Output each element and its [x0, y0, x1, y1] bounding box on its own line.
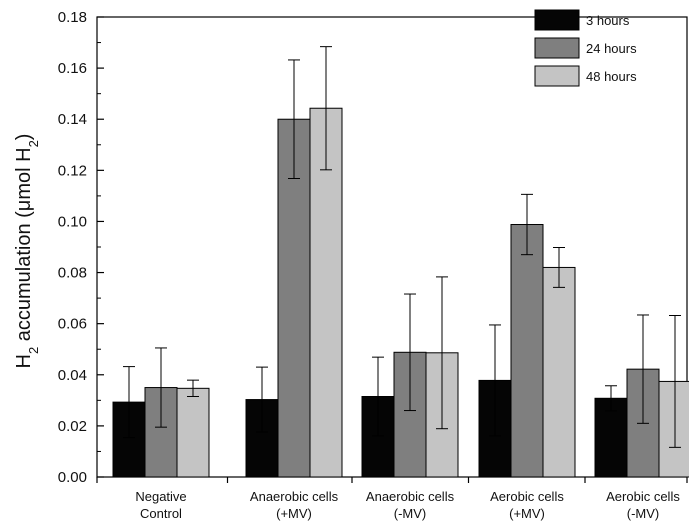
- error-bar: [436, 276, 448, 430]
- bar: [594, 397, 628, 478]
- y-axis-title-part: 2: [26, 140, 41, 147]
- error-bars-layer: [123, 46, 681, 448]
- error-bar: [256, 366, 268, 433]
- legend-swatch: [534, 37, 580, 59]
- bar: [176, 387, 210, 478]
- bars-layer: [112, 107, 689, 478]
- y-axis: 0.00 0.02 0.04 0.06 0.08 0.10 0.12 0.14 0.16 0.18: [58, 9, 104, 486]
- x-category-label: Aerobic cells: [490, 489, 564, 504]
- x-category-label: Control: [140, 506, 182, 521]
- y-tick-label: 0.00: [58, 469, 87, 486]
- y-tick-label: 0.06: [58, 316, 87, 333]
- y-axis-title-part: mol H: [13, 147, 35, 199]
- legend-label: 24 hours: [586, 41, 637, 56]
- error-bar: [637, 314, 649, 424]
- error-bar: [404, 293, 416, 412]
- y-tick-label: 0.10: [58, 213, 87, 230]
- error-bar: [320, 46, 332, 171]
- legend-label: 3 hours: [586, 13, 630, 28]
- bar: [542, 266, 576, 478]
- y-tick-label: 0.14: [58, 111, 87, 128]
- x-category-label: (+MV): [509, 506, 545, 521]
- y-tick-label: 0.04: [58, 367, 87, 384]
- x-category-label: Anaerobic cells: [250, 489, 339, 504]
- error-bar: [605, 385, 617, 412]
- x-axis: Negative Control Anaerobic cells (+MV) Anaer…: [96, 477, 688, 521]
- y-axis-title-part: 2: [26, 347, 41, 354]
- legend-swatch: [534, 9, 580, 31]
- legend-swatch: [534, 65, 580, 87]
- y-tick-label: 0.16: [58, 60, 87, 77]
- bar: [510, 224, 544, 478]
- x-category-label: Anaerobic cells: [366, 489, 455, 504]
- legend: 3 hours 24 hours 48 hours: [534, 9, 637, 87]
- y-tick-label: 0.02: [58, 418, 87, 435]
- error-bar: [521, 193, 533, 256]
- y-axis-title-part: μ: [13, 200, 35, 212]
- error-bar: [489, 324, 501, 437]
- error-bar: [669, 314, 681, 448]
- y-axis-title: H2 accumulation (μmol H2): [13, 134, 41, 369]
- y-axis-title-part: ): [13, 134, 35, 141]
- error-bar: [155, 347, 167, 428]
- error-bar: [553, 247, 565, 288]
- error-bar: [187, 379, 199, 397]
- y-tick-label: 0.12: [58, 162, 87, 179]
- x-category-label: Aerobic cells: [606, 489, 680, 504]
- bar: [658, 380, 689, 478]
- y-tick-label: 0.08: [58, 265, 87, 282]
- legend-label: 48 hours: [586, 69, 637, 84]
- error-bar: [123, 366, 135, 439]
- y-axis-title-part: accumulation (: [13, 211, 35, 347]
- x-category-label: (+MV): [276, 506, 312, 521]
- x-category-label: (-MV): [394, 506, 427, 521]
- error-bar: [372, 356, 384, 437]
- y-tick-label: 0.18: [58, 9, 87, 26]
- x-category-label: Negative: [135, 489, 186, 504]
- y-axis-title-part: H: [13, 354, 35, 368]
- error-bar: [288, 59, 300, 180]
- x-category-label: (-MV): [627, 506, 660, 521]
